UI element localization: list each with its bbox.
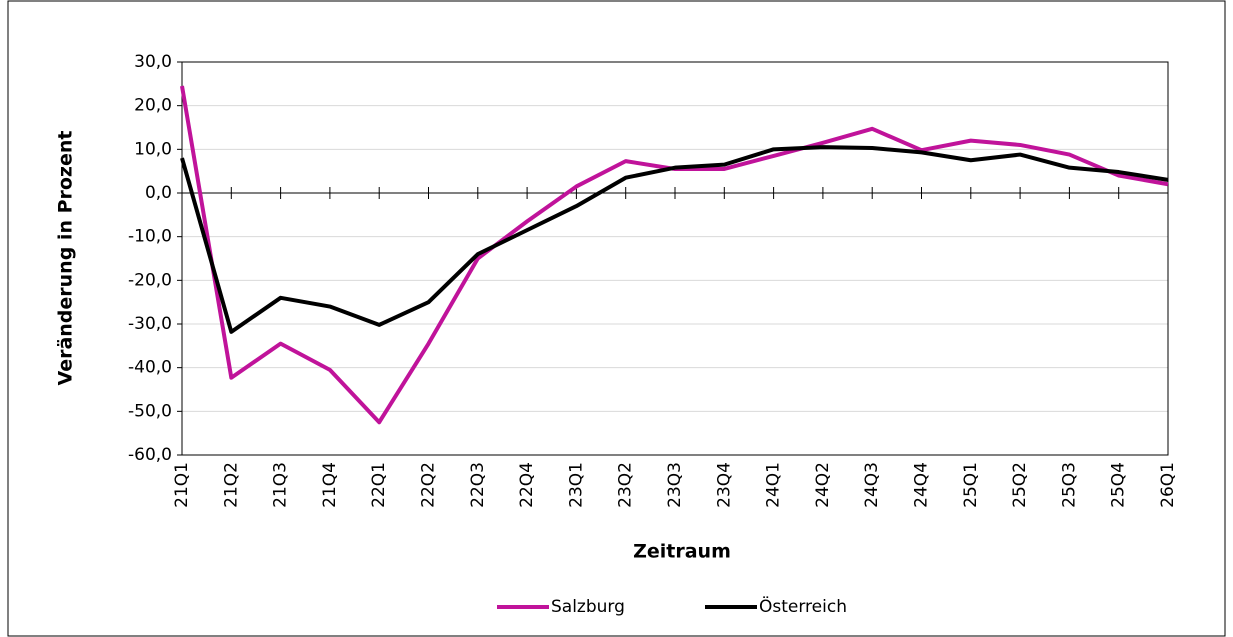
y-tick-label: -10,0: [128, 227, 172, 247]
y-tick-label: 10,0: [134, 139, 172, 159]
x-axis-title: Zeitraum: [633, 541, 731, 563]
x-tick-label: 25Q2: [1010, 462, 1030, 508]
x-tick-label: 24Q1: [764, 462, 784, 508]
x-tick-label: 21Q4: [320, 462, 340, 508]
y-tick-label: -20,0: [128, 270, 172, 290]
y-tick-label: 0,0: [145, 183, 172, 203]
y-tick-label: -40,0: [128, 358, 172, 378]
x-tick-label: 23Q4: [714, 462, 734, 508]
x-tick-label: 23Q1: [566, 462, 586, 508]
series-line: [180, 85, 1169, 425]
legend-label: Österreich: [759, 595, 847, 617]
x-tick-label: 21Q1: [172, 462, 192, 508]
x-tick-label: 25Q1: [961, 462, 981, 508]
x-tick-label: 26Q1: [1158, 462, 1178, 508]
y-tick-label: 20,0: [134, 96, 172, 116]
x-tick-label: 23Q3: [665, 462, 685, 508]
series-line: [180, 145, 1169, 334]
y-axis-title: Veränderung in Prozent: [55, 131, 77, 386]
y-tick-label: -50,0: [128, 401, 172, 421]
x-tick-label: 22Q1: [369, 462, 389, 508]
plot-area: [181, 61, 1169, 456]
y-tick-label: 30,0: [134, 52, 172, 72]
x-tick-label: 21Q2: [221, 462, 241, 508]
x-tick-label: 24Q4: [912, 462, 932, 508]
x-tick-label: 22Q2: [419, 462, 439, 508]
y-tick-label: -30,0: [128, 314, 172, 334]
x-tick-label: 22Q3: [468, 462, 488, 508]
x-tick-label: 24Q2: [813, 462, 833, 508]
x-tick-label: 25Q4: [1109, 462, 1129, 508]
y-tick-label: -60,0: [128, 445, 172, 465]
legend-label: Salzburg: [551, 597, 625, 617]
chart-border: [7, 0, 1226, 637]
x-tick-label: 23Q2: [616, 462, 636, 508]
x-tick-label: 21Q3: [271, 462, 291, 508]
x-tick-label: 22Q4: [517, 462, 537, 508]
x-tick-label: 25Q3: [1059, 462, 1079, 508]
x-tick-label: 24Q3: [862, 462, 882, 508]
